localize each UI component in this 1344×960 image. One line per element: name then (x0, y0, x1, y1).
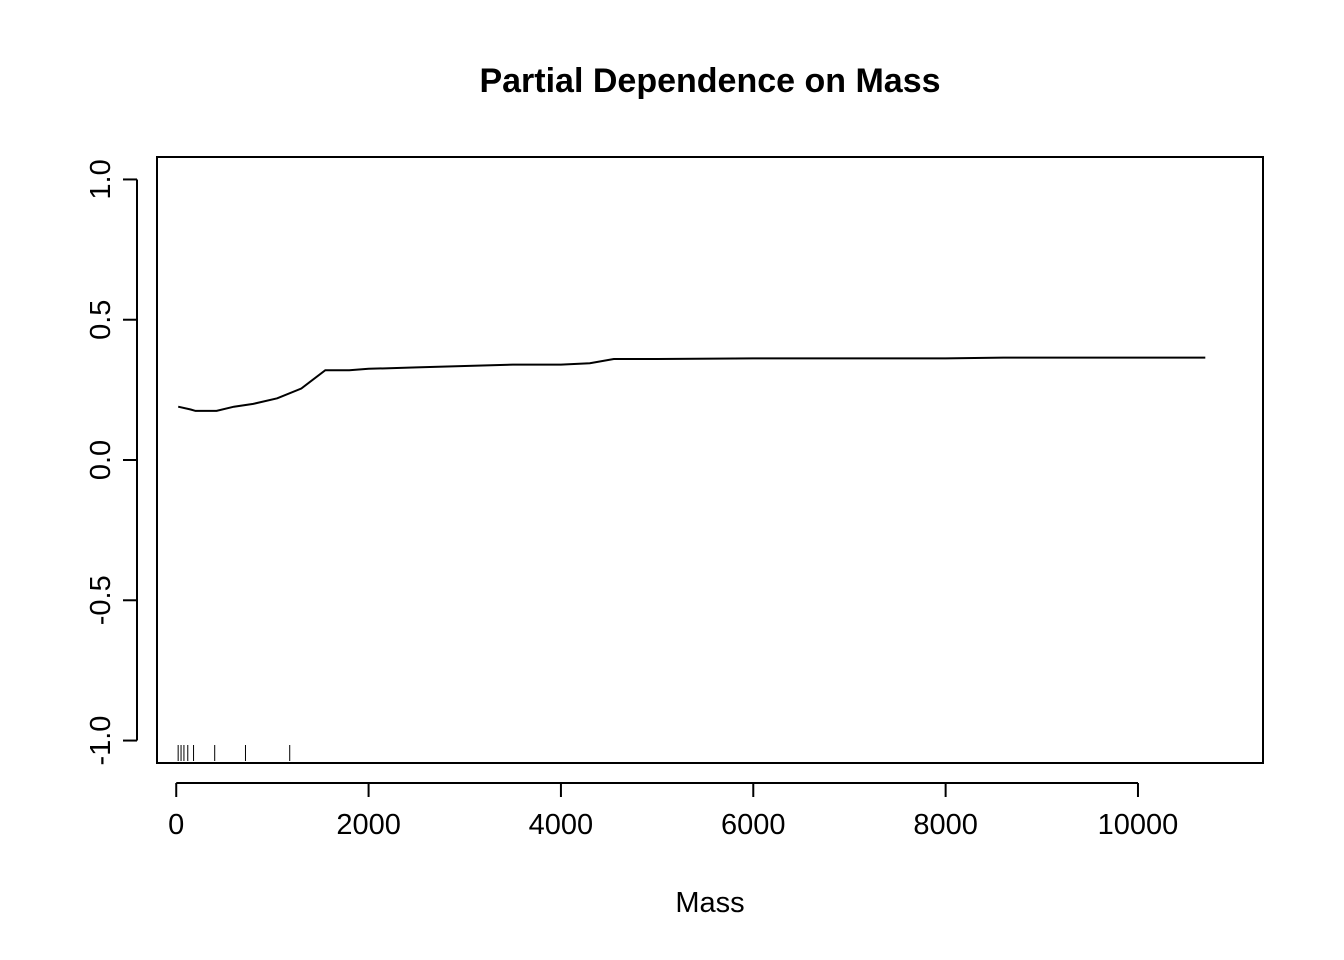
x-tick-label: 10000 (1098, 809, 1179, 841)
chart-title: Partial Dependence on Mass (479, 62, 940, 100)
x-tick-label: 2000 (336, 809, 401, 841)
y-tick-label: -0.5 (85, 575, 117, 625)
y-tick-label: 1.0 (85, 159, 117, 199)
data-line (177, 356, 1206, 412)
x-tick-label: 0 (168, 809, 184, 841)
x-tick-label: 6000 (721, 809, 786, 841)
x-tick-label: 4000 (529, 809, 594, 841)
x-axis-label: Mass (675, 887, 744, 919)
plot-frame (156, 156, 1264, 764)
y-tick-label: 0.5 (85, 300, 117, 340)
plot-area: 0 2000 4000 6000 8000 10000 -1.0 -0.5 0.0 0.5 1.0 (85, 156, 1264, 841)
y-tick-label: -1.0 (85, 716, 117, 766)
x-tick-label: 8000 (913, 809, 978, 841)
y-tick-label: 0.0 (85, 440, 117, 480)
